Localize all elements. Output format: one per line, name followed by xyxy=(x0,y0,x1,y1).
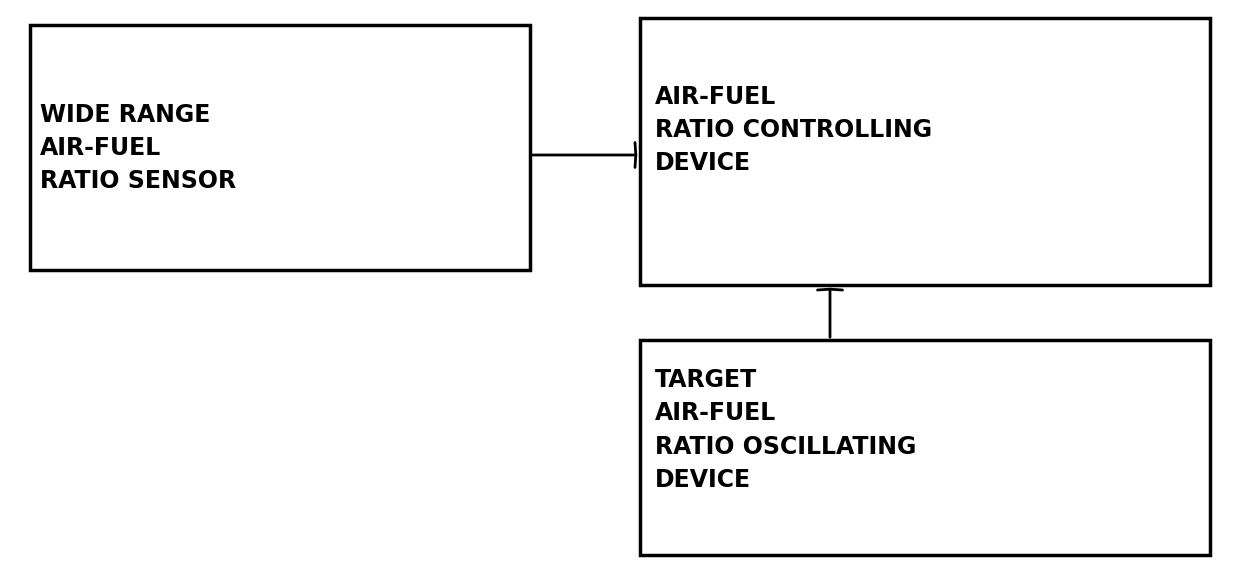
Text: WIDE RANGE
AIR-FUEL
RATIO SENSOR: WIDE RANGE AIR-FUEL RATIO SENSOR xyxy=(40,103,236,193)
Bar xyxy=(640,340,1210,555)
Bar xyxy=(30,25,529,270)
Text: AIR-FUEL
RATIO CONTROLLING
DEVICE: AIR-FUEL RATIO CONTROLLING DEVICE xyxy=(655,84,932,176)
Bar xyxy=(640,18,1210,285)
Text: TARGET
AIR-FUEL
RATIO OSCILLATING
DEVICE: TARGET AIR-FUEL RATIO OSCILLATING DEVICE xyxy=(655,368,916,492)
